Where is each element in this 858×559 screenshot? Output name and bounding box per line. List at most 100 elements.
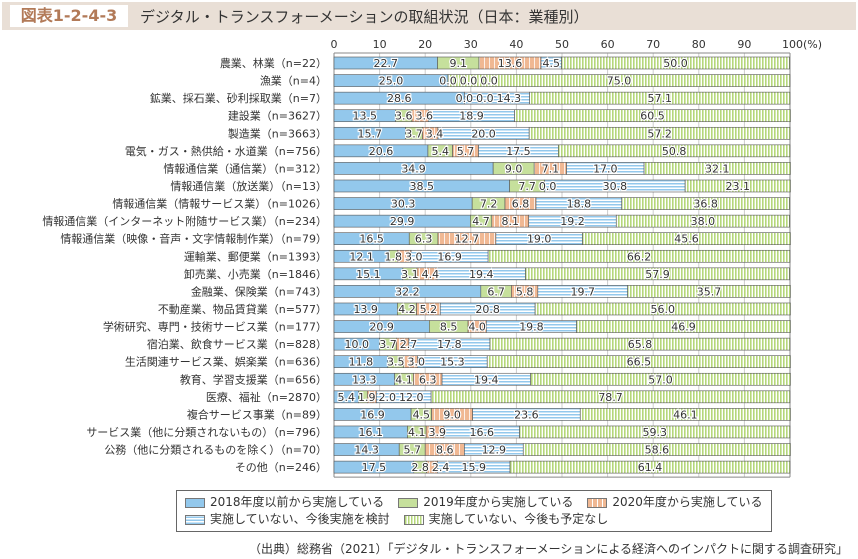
legend-label: 2020年度から実施している — [612, 495, 763, 509]
data-label: 3.5 — [387, 356, 405, 369]
category-label: 情報通信業（通信業）（n=312） — [163, 162, 327, 175]
data-label: 0.0 — [539, 180, 557, 193]
title-bar: 図表1-2-4-3 デジタル・トランスフォーメーションの取組状況（日本：業種別） — [2, 2, 856, 30]
category-label: 金融業、保険業（n=743） — [191, 284, 327, 298]
data-label: 9.1 — [450, 57, 468, 70]
data-label: 0.0 — [439, 75, 457, 88]
legend-swatch — [398, 497, 419, 508]
bar-segment — [615, 214, 790, 228]
legend-item: 2020年度から実施している — [587, 494, 763, 511]
data-label: 57.2 — [647, 127, 672, 140]
data-label: 19.2 — [560, 215, 585, 228]
data-label: 3.6 — [416, 110, 434, 123]
data-label: 32.1 — [705, 162, 730, 175]
data-label: 7.2 — [480, 198, 498, 211]
data-label: 20.0 — [471, 127, 496, 140]
x-tick-label: 10 — [373, 38, 387, 51]
figure-label: 図表1-2-4-3 — [10, 5, 128, 27]
data-label: 66.2 — [627, 250, 652, 263]
bar-segment — [529, 91, 791, 105]
data-label: 18.8 — [567, 198, 592, 211]
category-label: 運輸業、郵便業（n=1393） — [184, 249, 327, 263]
bar-segment — [561, 56, 790, 70]
bar-segment — [514, 109, 791, 123]
data-label: 3.9 — [429, 426, 447, 439]
data-label: 36.8 — [693, 198, 718, 211]
category-label: 情報通信業（情報サービス業）（n=1026） — [112, 198, 327, 211]
data-label: 4.4 — [422, 268, 440, 281]
data-label: 61.4 — [638, 461, 663, 474]
legend-label: 実施していない、今後実施を検討 — [210, 512, 390, 526]
bar-segment — [430, 390, 791, 404]
data-label: 56.0 — [651, 303, 676, 316]
legend-item: 2018年度以前から実施している — [185, 494, 384, 511]
data-label: 19.0 — [527, 233, 552, 246]
category-label: 製造業（n=3663） — [228, 126, 327, 140]
x-tick-label: 40 — [509, 38, 523, 51]
data-label: 59.3 — [643, 426, 668, 439]
bar-segment — [582, 232, 791, 245]
category-label: 宿泊業、飲食サービス業（n=828） — [147, 337, 327, 351]
data-label: 30.3 — [391, 198, 416, 211]
data-label: 4.5 — [413, 408, 431, 421]
data-label: 2.8 — [411, 461, 429, 474]
legend-label: 2018年度以前から実施している — [210, 495, 385, 509]
data-label: 0.0 — [476, 92, 494, 105]
data-label: 3.0 — [405, 250, 423, 263]
data-label: 32.2 — [395, 285, 420, 298]
data-label: 14.3 — [497, 92, 522, 105]
data-label: 16.5 — [359, 233, 384, 246]
data-label: 13.9 — [353, 303, 378, 316]
data-label: 34.9 — [401, 162, 426, 175]
data-label: 16.6 — [469, 426, 494, 439]
data-label: 38.5 — [410, 180, 435, 193]
x-tick-label: 70 — [646, 38, 660, 51]
data-label: 12.9 — [482, 444, 507, 457]
chart-title: デジタル・トランスフォーメーションの取組状況（日本：業種別） — [140, 8, 589, 26]
data-label: 3.7 — [405, 127, 423, 140]
data-label: 8.1 — [501, 215, 519, 228]
data-label: 18.9 — [459, 110, 484, 123]
bar-segment — [509, 460, 791, 474]
data-label: 12.7 — [455, 233, 480, 246]
data-label: 17.5 — [506, 145, 531, 158]
bar-segment — [621, 197, 790, 210]
data-label: 19.8 — [519, 321, 544, 334]
data-label: 17.8 — [437, 338, 462, 351]
data-label: 12.1 — [349, 250, 374, 263]
data-label: 29.9 — [390, 215, 415, 228]
data-label: 5.8 — [516, 285, 534, 298]
data-label: 17.0 — [593, 162, 618, 175]
legend-item: 実施していない、今後も予定なし — [403, 511, 608, 528]
bar-segment — [627, 285, 791, 298]
bar-segment — [579, 408, 791, 421]
legend-swatch — [403, 514, 424, 525]
data-label: 4.5 — [543, 57, 561, 70]
data-label: 1.9 — [358, 391, 376, 404]
category-label: 鉱業、採石業、砂利採取業（n=7） — [150, 91, 327, 105]
category-label: 情報通信業（インターネット附随サービス業）（n=234） — [42, 214, 327, 228]
bar-segment — [487, 249, 791, 263]
bar-segment — [489, 337, 791, 351]
data-label: 30.8 — [603, 180, 628, 193]
data-label: 1.8 — [385, 250, 403, 263]
category-label: 情報通信業（放送業）（n=13） — [170, 179, 327, 193]
legend-swatch — [587, 497, 608, 508]
data-label: 50.8 — [662, 145, 687, 158]
category-label: 農業、林業（n=22） — [220, 56, 327, 70]
data-label: 12.0 — [399, 391, 424, 404]
data-label: 6.8 — [512, 198, 530, 211]
x-tick-label: 50 — [555, 38, 569, 51]
data-label: 6.3 — [415, 233, 433, 246]
data-label: 78.7 — [598, 391, 623, 404]
data-label: 46.9 — [671, 321, 696, 334]
x-tick-label: 60 — [601, 38, 615, 51]
bar-segment — [447, 74, 791, 87]
data-label: 2.7 — [400, 338, 418, 351]
legend-item: 実施していない、今後実施を検討 — [185, 511, 390, 528]
data-label: 5.7 — [403, 444, 421, 457]
data-label: 8.6 — [436, 444, 454, 457]
data-label: 66.5 — [627, 356, 652, 369]
data-label: 9.0 — [505, 162, 523, 175]
data-label: 3.7 — [379, 338, 397, 351]
